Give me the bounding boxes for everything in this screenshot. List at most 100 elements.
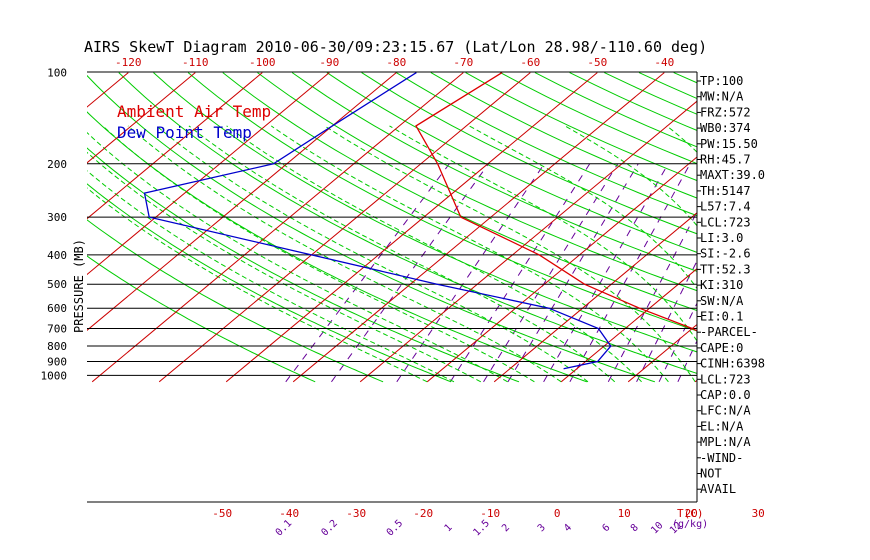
isotherm-line — [762, 73, 870, 382]
dry-adiabat-line — [326, 72, 697, 253]
pressure-tick-label: 800 — [47, 340, 67, 353]
isotherm-line — [292, 72, 665, 383]
dry-adiabat-line — [222, 72, 697, 312]
index-label: TP:100 — [700, 74, 743, 88]
temp-unit-label: T(C) — [677, 507, 704, 520]
mixing-ratio-lines — [285, 163, 870, 383]
index-label: L57:7.4 — [700, 200, 751, 214]
index-label: LCL:723 — [700, 372, 751, 386]
index-label: LI:3.0 — [700, 231, 743, 245]
mixing-ratio-tick-label: 10 — [649, 520, 665, 536]
bottom-temp-tick-label: -50 — [212, 507, 232, 520]
isotherm-line — [87, 72, 330, 276]
dry-adiabat-line — [153, 72, 697, 353]
isotherm-line — [87, 72, 263, 220]
mixing-ratio-line — [777, 164, 861, 382]
index-label: FRZ:572 — [700, 105, 751, 119]
dry-adiabat-line — [87, 74, 656, 383]
isotherm-line — [359, 100, 697, 383]
legend: Ambient Air Temp Dew Point Temp — [117, 102, 271, 142]
dry-adiabat-line — [187, 72, 697, 332]
top-temp-tick-label: -70 — [453, 56, 473, 69]
series-line — [415, 72, 697, 332]
dry-adiabat-line — [87, 255, 316, 383]
bottom-temp-tick-label: 0 — [554, 507, 561, 520]
sounding-series — [143, 72, 697, 370]
pressure-tick-label: 900 — [47, 356, 67, 369]
bottom-temp-tick-label: -30 — [346, 507, 366, 520]
pressure-tick-label: 400 — [47, 249, 67, 262]
bottom-temp-tick-label: 30 — [752, 507, 765, 520]
mixing-ratio-unit: (g/kg) — [672, 519, 708, 530]
dry-adiabat-line — [87, 147, 520, 383]
pressure-tick-label: 600 — [47, 302, 67, 315]
mixing-ratio-line — [331, 163, 489, 383]
isotherms — [87, 72, 870, 383]
isotherm-line — [829, 73, 870, 382]
isobars — [87, 163, 697, 376]
index-label: CINH:6398 — [700, 357, 765, 371]
isotherm-line — [87, 72, 196, 164]
index-label: CAP:0.0 — [700, 388, 751, 402]
dry-adiabat-line — [430, 72, 697, 199]
legend-dew-point-temp: Dew Point Temp — [117, 123, 252, 142]
isotherm-line — [158, 72, 531, 383]
top-temp-tick-label: -50 — [587, 56, 607, 69]
dry-adiabat-line — [118, 72, 697, 374]
mixing-ratio-tick-label: 2 — [500, 522, 512, 534]
index-label: MAXT:39.0 — [700, 168, 765, 182]
index-label: SI:-2.6 — [700, 247, 751, 261]
index-label: WB0:374 — [700, 121, 751, 135]
index-label: EL:N/A — [700, 419, 744, 433]
mixing-ratio-tick-label: 4 — [562, 522, 574, 534]
mixing-ratio-tick-label: 0.5 — [385, 518, 406, 539]
dry-adiabat-line — [743, 73, 870, 382]
dry-adiabat-line — [87, 219, 384, 383]
index-label: NOT — [700, 467, 722, 481]
mixing-ratio-tick-label: 1 — [443, 522, 455, 534]
mixing-ratio-tick-label: 8 — [629, 522, 641, 534]
bottom-temp-tick-label: -20 — [413, 507, 433, 520]
dry-adiabat-line — [291, 72, 697, 272]
bottom-temp-tick-label: 10 — [618, 507, 631, 520]
dry-adiabats — [87, 72, 870, 383]
mixing-ratio-tick-label: 3 — [536, 522, 548, 534]
top-temp-tick-label: -120 — [115, 56, 142, 69]
index-label: TT:52.3 — [700, 262, 751, 276]
top-temp-tick-label: -100 — [249, 56, 276, 69]
top-temp-tick-label: -40 — [654, 56, 674, 69]
index-label: RH:45.7 — [700, 153, 751, 167]
dry-adiabat-line — [87, 183, 452, 383]
mixing-ratio-line — [285, 163, 450, 383]
mixing-ratio-line — [810, 164, 870, 382]
moist-adiabat-line — [754, 126, 830, 382]
pressure-tick-label: 500 — [47, 278, 67, 291]
mixing-ratio-line — [483, 163, 619, 383]
mixing-ratio-line — [449, 163, 591, 383]
dry-adiabat-line — [778, 73, 870, 382]
mixing-ratio-tick-label: 0.2 — [319, 518, 340, 539]
bottom-temp-tick-label: -10 — [480, 507, 500, 520]
dry-adiabat-line — [395, 72, 697, 217]
isotherm-line — [225, 72, 598, 383]
index-label: SW:N/A — [700, 294, 744, 308]
index-label: MPL:N/A — [700, 435, 751, 449]
pressure-tick-label: 1000 — [41, 369, 68, 382]
index-label: MW:N/A — [700, 90, 744, 104]
mixing-ratio-tick-label: 6 — [601, 522, 613, 534]
mixing-ratio-line — [396, 163, 545, 383]
mixing-ratio-line — [569, 163, 691, 383]
isotherm-line — [91, 72, 464, 383]
moist-adiabat-line — [156, 125, 589, 383]
index-label: KI:310 — [700, 278, 743, 292]
index-label: AVAIL — [700, 482, 736, 496]
top-temp-tick-label: -60 — [520, 56, 540, 69]
pressure-tick-label: 300 — [47, 211, 67, 224]
index-label: LFC:N/A — [700, 404, 751, 418]
dry-adiabat-line — [361, 72, 697, 235]
top-temp-tick-label: -90 — [319, 56, 339, 69]
index-label: LCL:723 — [700, 215, 751, 229]
isotherm-line — [627, 323, 697, 383]
